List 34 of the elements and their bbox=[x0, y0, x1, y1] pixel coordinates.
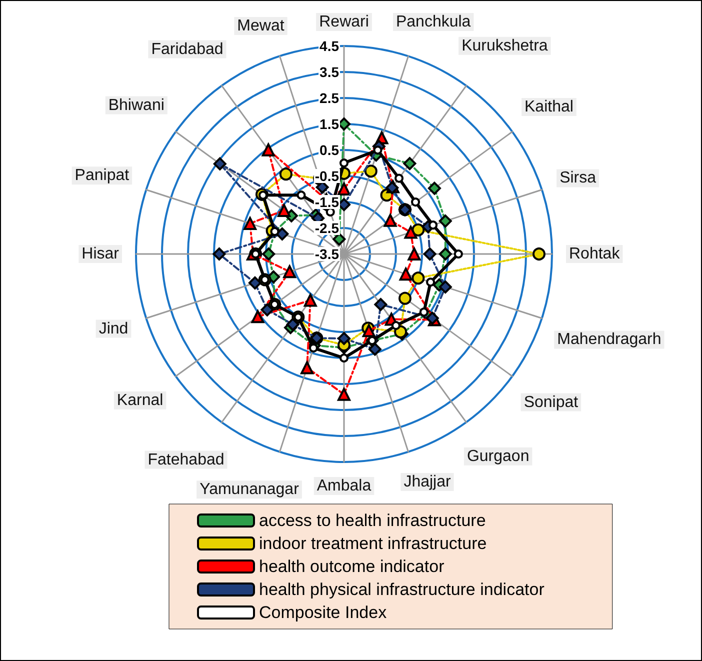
spoke-label: Rohtak bbox=[568, 246, 621, 262]
legend-label: Composite Index bbox=[259, 603, 388, 622]
spoke-label: Karnal bbox=[116, 392, 164, 409]
spoke-label: Gurgaon bbox=[466, 448, 530, 465]
y-tick-label: 1.5 bbox=[320, 116, 340, 132]
y-tick-label: 0.5 bbox=[320, 142, 340, 158]
spoke-label: Sirsa bbox=[560, 170, 596, 187]
legend-label: access to health infrastructure bbox=[259, 511, 486, 530]
spoke-label: Jhajjar bbox=[404, 473, 452, 490]
spoke-label: Jind bbox=[98, 320, 128, 338]
spoke-label: Panchkula bbox=[396, 13, 471, 30]
y-tick-label: 2.5 bbox=[320, 90, 340, 106]
legend-label: health outcome indicator bbox=[259, 557, 445, 576]
spoke-label: Kaithal bbox=[524, 98, 574, 116]
spoke-label: Yamunanagar bbox=[200, 481, 300, 498]
y-tick-label: 3.5 bbox=[320, 64, 340, 80]
spoke-label: Kurukshetra bbox=[462, 37, 548, 54]
spoke-label: Mahendragarh bbox=[557, 331, 662, 348]
spoke-label: Ambala bbox=[316, 478, 372, 494]
spoke-label: Rewari bbox=[319, 14, 369, 30]
y-tick-label: -0.5 bbox=[314, 168, 340, 184]
spoke-label: Sonipat bbox=[524, 394, 579, 411]
spoke-label: Fatehabad bbox=[148, 451, 224, 468]
spoke-label: Panipat bbox=[74, 167, 130, 184]
spoke-label: Mewat bbox=[237, 18, 285, 35]
y-tick-label: -1.5 bbox=[314, 194, 340, 210]
spoke-label: Bhiwani bbox=[108, 96, 164, 114]
legend-label: health physical infrastructure indicator bbox=[259, 580, 545, 599]
y-tick-label: -2.5 bbox=[314, 220, 340, 236]
y-tick-label: 4.5 bbox=[320, 38, 340, 54]
y-tick-label: -3.5 bbox=[314, 246, 340, 262]
legend-label: indoor treatment infrastructure bbox=[259, 534, 487, 553]
spoke-label: Hisar bbox=[82, 246, 120, 262]
spoke-label: Faridabad bbox=[151, 40, 224, 58]
